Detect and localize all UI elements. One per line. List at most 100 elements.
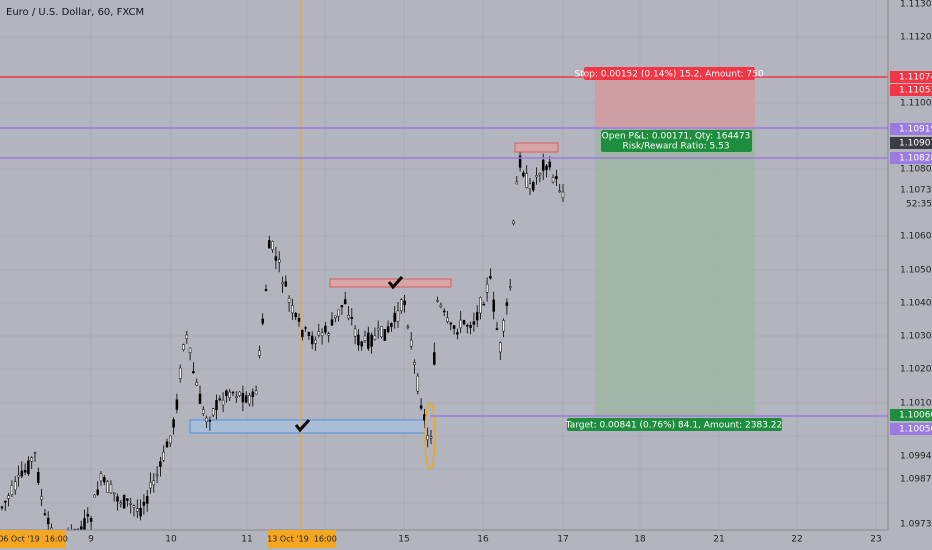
candle-body	[522, 172, 525, 177]
candle-body	[400, 299, 403, 311]
candle-body	[409, 339, 413, 347]
price-label: 1.10400	[900, 299, 932, 309]
time-label: 9	[88, 535, 94, 545]
candle-body	[419, 405, 423, 409]
candle-body	[485, 283, 489, 293]
candle-body	[360, 341, 363, 347]
candle-body	[508, 286, 512, 288]
candle-body	[456, 332, 459, 335]
price-label: 1.11300	[900, 0, 932, 10]
candle-body	[479, 297, 482, 314]
candle-body	[551, 177, 555, 183]
candle-body	[221, 399, 225, 406]
candle-body	[149, 481, 152, 489]
candle-body	[350, 316, 354, 319]
candle-body	[307, 332, 311, 337]
candle-body	[244, 395, 248, 403]
candle-body	[211, 408, 215, 416]
candle-body	[159, 461, 162, 467]
price-badge	[890, 123, 932, 135]
candle-body	[7, 495, 10, 499]
time-label: 17	[557, 535, 568, 545]
price-badge	[890, 137, 932, 149]
time-label: 06 Oct '19 16:00	[0, 535, 68, 544]
candle-body	[558, 190, 561, 193]
time-badge	[0, 530, 66, 548]
candle-body	[353, 328, 357, 337]
candle-body	[406, 326, 410, 329]
candle-body	[83, 518, 86, 530]
price-label: 1.09940	[900, 452, 932, 462]
candle-body	[188, 347, 192, 354]
candle-body	[489, 276, 492, 279]
candle-body	[99, 473, 103, 482]
price-badge	[890, 423, 932, 435]
candle-body	[433, 352, 436, 365]
candle-body	[347, 315, 350, 319]
candle-body	[23, 469, 27, 473]
candle-body	[376, 327, 380, 331]
candle-body	[475, 312, 479, 321]
candle-body	[380, 326, 383, 337]
candle-body	[152, 480, 156, 486]
candle-body	[499, 342, 502, 353]
candle-body	[528, 183, 532, 189]
time-label: 16	[477, 535, 489, 545]
candle-body	[271, 241, 274, 250]
price-label: 1.10300	[900, 332, 932, 342]
candle-body	[205, 417, 208, 423]
candle-body	[449, 322, 453, 325]
candle-body	[202, 409, 205, 415]
candle-body	[429, 436, 433, 439]
candle-body	[116, 496, 119, 502]
candle-body	[403, 300, 406, 306]
candle-body	[281, 282, 284, 285]
price-label: 1.10056	[899, 425, 932, 435]
time-badge	[268, 530, 336, 548]
candle-body	[165, 441, 169, 448]
candle-body	[357, 334, 360, 346]
candle-body	[294, 312, 297, 318]
risk-reward-label: Risk/Reward Ratio: 5.53	[622, 142, 729, 152]
candle-body	[126, 498, 129, 501]
candle-body	[37, 472, 40, 483]
price-label: 1.11053	[899, 86, 932, 96]
candle-body	[20, 470, 24, 477]
candle-body	[261, 318, 264, 324]
candle-body	[145, 496, 149, 504]
candle-body	[466, 325, 469, 327]
chart-title: Euro / U.S. Dollar, 60, FXCM	[6, 7, 144, 18]
candle-body	[241, 392, 245, 403]
target-label: Target: 0.00841 (0.76%) 84.1, Amount: 23…	[565, 421, 783, 431]
time-label: 22	[791, 535, 802, 545]
candle-body	[439, 304, 443, 308]
candle-body	[192, 371, 195, 374]
candle-body	[330, 319, 334, 326]
candle-body	[324, 325, 327, 333]
candle-body	[442, 310, 446, 313]
candle-body	[195, 382, 198, 386]
candle-body	[416, 375, 420, 392]
candle-body	[462, 320, 466, 325]
candle-body	[561, 191, 565, 198]
candle-body	[304, 327, 307, 329]
candle-body	[4, 500, 7, 503]
candle-body	[370, 334, 373, 347]
candle-body	[317, 331, 321, 336]
candle-body	[446, 317, 449, 322]
candle-body	[231, 391, 235, 394]
candle-body	[0, 506, 4, 509]
candle-body	[264, 289, 268, 291]
candle-body	[182, 344, 185, 351]
candle-body	[343, 299, 347, 305]
candle-body	[86, 513, 90, 517]
candle-body	[89, 517, 93, 522]
pnl-label: Open P&L: 0.00171, Qty: 164473	[602, 132, 751, 142]
candle-body	[436, 300, 439, 302]
candle-body	[373, 335, 377, 340]
price-label: 1.09870	[900, 475, 932, 485]
candle-body	[119, 502, 123, 505]
price-label: 1.11074	[899, 73, 932, 83]
